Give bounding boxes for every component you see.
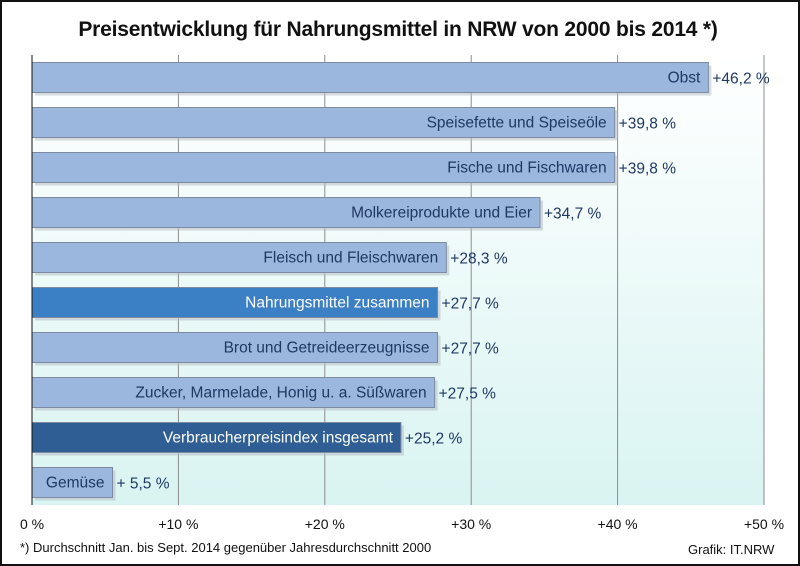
bar-value-label: +25,2 % xyxy=(405,431,463,448)
bar-value-label: +28,3 % xyxy=(450,251,508,268)
bar-value-label: +39,8 % xyxy=(619,116,677,133)
bar-category-label: Molkereiprodukte und Eier xyxy=(351,205,532,222)
x-tick-label: +10 % xyxy=(158,516,198,532)
bar-category-label: Fische und Fischwaren xyxy=(447,160,606,177)
bar-category-label: Nahrungsmittel zusammen xyxy=(245,295,429,312)
bar-value-label: +39,8 % xyxy=(619,161,677,178)
bar xyxy=(31,287,439,318)
chart-title: Preisentwicklung für Nahrungsmittel in N… xyxy=(78,18,718,41)
bar-value-label: +27,7 % xyxy=(442,296,500,313)
bar-category-label: Obst xyxy=(668,70,701,87)
source-credit: Grafik: IT.NRW xyxy=(688,542,775,557)
bar-category-label: Brot und Getreideerzeugnisse xyxy=(224,340,430,357)
bar-category-label: Zucker, Marmelade, Honig u. a. Süßwaren xyxy=(135,385,426,402)
bar-value-label: +46,2 % xyxy=(712,71,770,88)
x-tick-label: +50 % xyxy=(744,516,784,532)
x-tick-label: +40 % xyxy=(598,516,638,532)
bar xyxy=(31,377,436,408)
bar-value-label: + 5,5 % xyxy=(117,476,170,493)
bar xyxy=(31,62,709,93)
bar-category-label: Speisefette und Speiseöle xyxy=(427,115,607,132)
bar xyxy=(31,467,114,498)
x-tick-label: 0 % xyxy=(20,516,44,532)
bar-value-label: +27,7 % xyxy=(442,341,500,358)
bar-value-label: +27,5 % xyxy=(439,386,497,403)
bar xyxy=(31,332,439,363)
bar-category-label: Fleisch und Fleischwaren xyxy=(263,250,438,267)
footnote: *) Durchschnitt Jan. bis Sept. 2014 gege… xyxy=(20,540,432,555)
bar-category-label: Gemüse xyxy=(46,475,105,492)
bar-value-label: +34,7 % xyxy=(544,206,602,223)
x-tick-label: +30 % xyxy=(451,516,491,532)
x-tick-label: +20 % xyxy=(305,516,345,532)
bar-category-label: Verbraucherpreisindex insgesamt xyxy=(163,430,394,447)
